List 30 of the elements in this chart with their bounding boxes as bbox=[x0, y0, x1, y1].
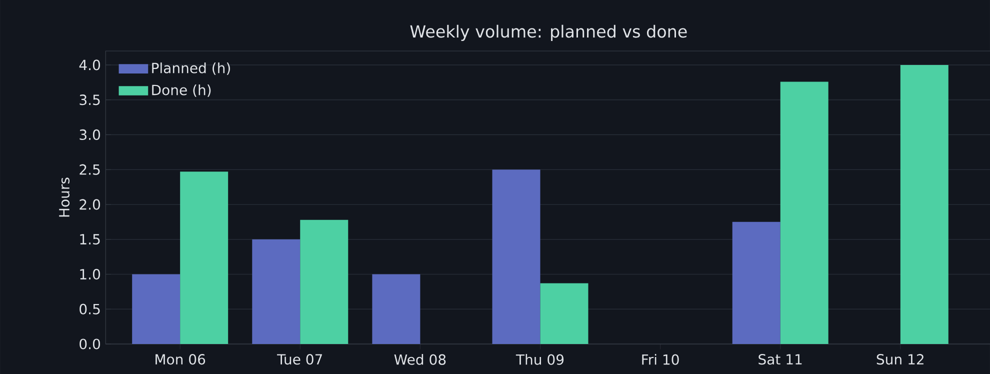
y-tick-label: 0.5 bbox=[80, 304, 100, 314]
y-tick-label: 2.5 bbox=[80, 164, 100, 175]
x-tick-label: Tue 07 bbox=[277, 354, 322, 365]
y-tick-label: 1.5 bbox=[80, 234, 100, 245]
x-tick-label: Thu 09 bbox=[516, 354, 564, 365]
x-tick-label: Sun 12 bbox=[876, 354, 924, 365]
bar bbox=[300, 220, 348, 344]
y-tick-label: 3.5 bbox=[80, 94, 100, 106]
y-tick-label: 4.0 bbox=[79, 60, 100, 70]
y-tick-label: 0.0 bbox=[80, 338, 100, 350]
bar bbox=[492, 170, 540, 344]
bar bbox=[372, 274, 420, 344]
chart-title: Weekly volume: planned vs done bbox=[410, 24, 687, 41]
bar bbox=[732, 222, 780, 344]
legend-label: Planned (h) bbox=[152, 62, 230, 75]
bar bbox=[252, 239, 300, 344]
y-tick-label: 1.0 bbox=[80, 268, 100, 280]
y-axis-title: Hours bbox=[59, 178, 70, 217]
x-tick-label: Mon 06 bbox=[156, 354, 206, 365]
y-tick-label: 2.0 bbox=[80, 199, 100, 210]
bar bbox=[900, 64, 948, 344]
y-tick-label: 3.0 bbox=[80, 129, 100, 140]
x-tick-label: Fri 10 bbox=[642, 354, 679, 365]
bar bbox=[180, 172, 228, 344]
bar bbox=[132, 274, 180, 344]
bar bbox=[780, 82, 828, 344]
bar bbox=[540, 283, 588, 344]
x-tick-label: Wed 08 bbox=[394, 354, 446, 365]
x-tick-label: Sat 11 bbox=[758, 354, 802, 365]
legend-label: Done (h) bbox=[152, 84, 211, 97]
